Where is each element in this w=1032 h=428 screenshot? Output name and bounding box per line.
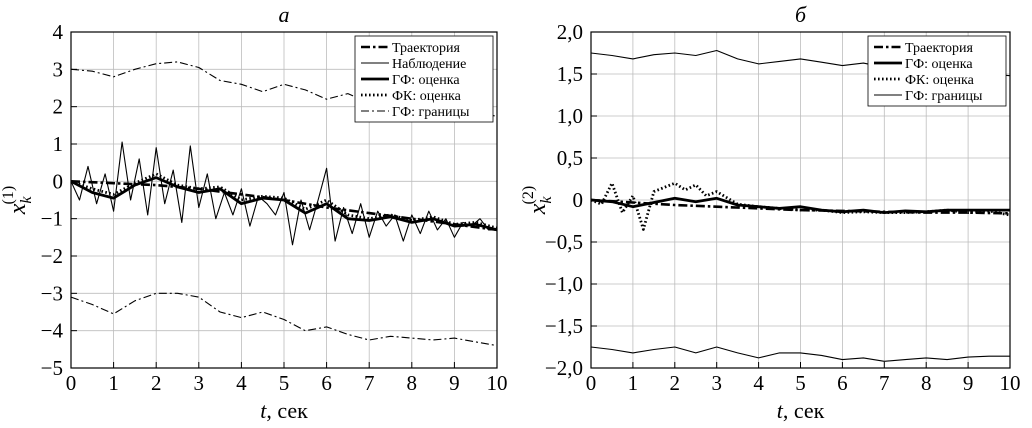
legend-box [867,35,1007,107]
x-tick-label: 10 [487,371,508,395]
x-tick-label: 1 [108,371,119,395]
x-tick-label: 4 [236,371,247,395]
y-axis-label-sub: k [18,196,35,204]
legend-label: ФК: оценка [392,89,462,104]
y-axis-label-sup: (2) [520,186,537,205]
legend-label: ГФ: оценка [392,73,460,88]
y-tick-label: 1,0 [557,104,583,128]
y-tick-label: −3 [41,281,63,305]
legend-label: ГФ: оценка [905,57,973,72]
y-tick-label: 4 [53,20,64,44]
y-tick-label: 0 [53,169,64,193]
y-tick-label: −1 [41,207,63,231]
x-tick-label: 10 [1000,371,1021,395]
x-tick-label: 7 [879,371,890,395]
y-tick-label: 1,5 [557,62,583,86]
x-axis-label: t, сек [260,398,308,423]
x-tick-label: 4 [753,371,764,395]
y-axis-label-base: x [525,203,551,215]
x-tick-label: 2 [151,371,162,395]
series-line-ФК-оценка [590,181,1011,231]
chart-title: б [795,2,807,27]
legend-label: ФК: оценка [905,73,975,88]
plot-frame [70,31,498,369]
x-tick-label: 3 [711,371,722,395]
y-tick-label: 2,0 [557,20,583,44]
y-tick-label: 3 [53,57,64,81]
x-tick-label: 9 [963,371,974,395]
x-tick-label: 7 [364,371,375,395]
y-axis-label: xk(2) [520,186,555,215]
y-tick-label: −1,0 [545,272,583,296]
x-axis-label-unit: , сек [266,398,308,423]
y-tick-label: −2 [41,244,63,268]
series-line-ФК-оценка [70,172,498,230]
plot-frame [590,31,1011,369]
y-tick-label: −1,5 [545,314,583,338]
y-tick-label: −0,5 [545,230,583,254]
y-axis-label-base: x [5,203,31,215]
legend-label: Наблюдение [392,57,466,72]
chart-panel-2: 0 1 2 3 4 5 6 7 8 9 10 2,0 1,5 1,0 0,5 0 −0,5 −1,0 −1,5 −2,… [520,2,1021,423]
x-axis-label-unit: , сек [783,398,825,423]
y-tick-label: 0 [573,188,584,212]
chart-title: а [279,2,290,27]
series-line-bound [590,346,1010,362]
x-tick-label: 9 [449,371,460,395]
x-tick-label: 2 [670,371,681,395]
x-tick-label: 1 [628,371,639,395]
x-tick-label: 3 [194,371,205,395]
x-axis-label-var: t [777,398,784,423]
legend-label: ГФ: границы [905,89,983,104]
x-tick-label: 5 [279,371,290,395]
y-tick-label: 1 [53,132,64,156]
y-axis-label-sup: (1) [0,186,17,205]
x-tick-label: 0 [586,371,597,395]
series-line-ГФ-оценка [70,176,498,232]
x-tick-label: 5 [795,371,806,395]
y-axis-label-sub: k [538,196,555,204]
y-tick-label: 0,5 [557,146,583,170]
x-axis-label: t, сек [777,398,825,423]
legend-label: Траектория [392,41,460,56]
legend-label: Траектория [905,41,973,56]
series-line-bound [70,292,498,347]
x-tick-label: 8 [921,371,932,395]
legend-label: ГФ: границы [392,105,470,120]
y-tick-label: −2,0 [545,356,583,380]
x-axis-label-var: t [260,398,267,423]
x-tick-label: 6 [321,371,332,395]
x-tick-label: 0 [66,371,77,395]
y-tick-label: 2 [53,95,64,119]
y-tick-label: −5 [41,356,63,380]
y-tick-label: −4 [41,319,64,343]
y-axis-label: xk(1) [0,186,35,215]
x-tick-label: 6 [837,371,848,395]
x-tick-label: 8 [407,371,418,395]
